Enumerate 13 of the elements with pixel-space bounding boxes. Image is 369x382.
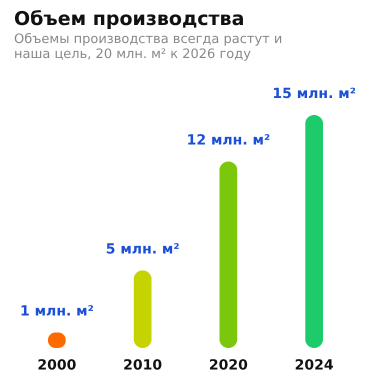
bar: [219, 162, 238, 348]
chart-title: Объем производства: [14, 8, 244, 30]
x-tick-label: 2000: [37, 358, 77, 374]
bar: [134, 270, 152, 348]
x-tick-label: 2024: [294, 358, 334, 374]
x-tick-label: 2020: [208, 358, 248, 374]
bar: [305, 114, 324, 348]
x-tick-label: 2010: [123, 358, 162, 374]
chart-subtitle: Объемы производства всегда растут и наша цель, 20 млн. м² к 2026 году: [14, 32, 282, 62]
data-label: 15 млн. м²: [272, 86, 356, 102]
data-label: 12 млн. м²: [186, 132, 270, 149]
data-label: 1 млн. м²: [20, 303, 94, 320]
data-label: 5 млн. м²: [106, 241, 180, 258]
